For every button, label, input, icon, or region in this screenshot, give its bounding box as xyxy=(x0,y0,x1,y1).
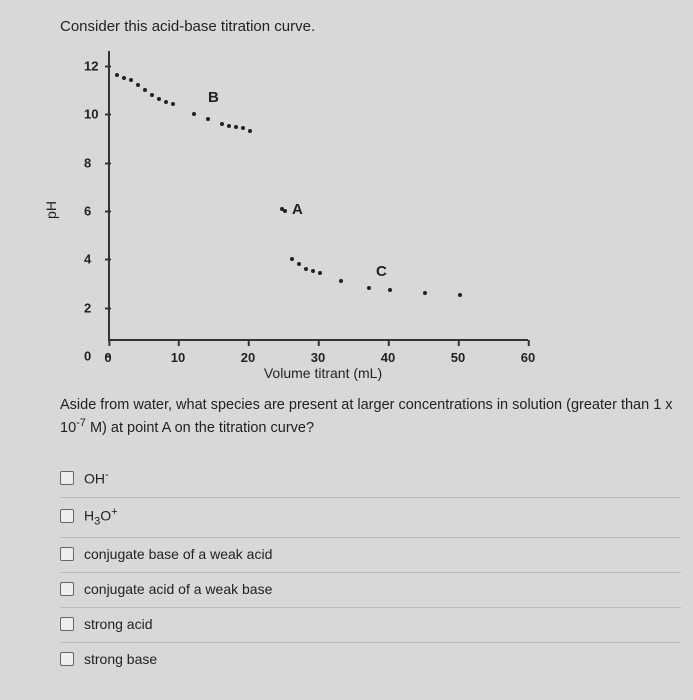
data-point xyxy=(171,102,175,106)
x-tick: 60 xyxy=(521,350,535,365)
option-label: H3O+ xyxy=(84,506,118,527)
data-point xyxy=(290,257,294,261)
opt-conj-base[interactable]: conjugate base of a weak acid xyxy=(60,538,681,573)
data-point xyxy=(311,269,315,273)
y-tick: 10 xyxy=(84,107,98,122)
x-tick: 10 xyxy=(171,350,185,365)
y-tick: 2 xyxy=(84,300,91,315)
data-point xyxy=(458,293,462,297)
opt-conj-acid[interactable]: conjugate acid of a weak base xyxy=(60,573,681,608)
checkbox[interactable] xyxy=(60,509,74,523)
data-point xyxy=(192,112,196,116)
option-label: strong base xyxy=(84,651,157,667)
title: Consider this acid-base titration curve. xyxy=(60,18,681,35)
opt-strong-base[interactable]: strong base xyxy=(60,643,681,677)
plot-area: B A C xyxy=(108,51,528,341)
data-point xyxy=(150,93,154,97)
checkbox[interactable] xyxy=(60,471,74,485)
y-tick: 0 xyxy=(84,349,91,364)
checkbox[interactable] xyxy=(60,617,74,631)
data-point xyxy=(388,288,392,292)
x-tick: 0 xyxy=(104,350,111,365)
x-tick: 20 xyxy=(241,350,255,365)
data-point xyxy=(248,129,252,133)
annotation-a: A xyxy=(292,201,303,218)
question-exp: -7 xyxy=(76,417,86,429)
data-point xyxy=(129,78,133,82)
x-tick: 30 xyxy=(311,350,325,365)
data-point xyxy=(115,73,119,77)
x-tick: 40 xyxy=(381,350,395,365)
option-label: OH- xyxy=(84,469,109,487)
x-axis-label: Volume titrant (mL) xyxy=(264,365,382,381)
options-list: OH- H3O+ conjugate base of a weak acid conj… xyxy=(60,461,681,677)
data-point xyxy=(304,267,308,271)
data-point xyxy=(206,117,210,121)
question-post: M) at point A on the titration curve? xyxy=(86,420,314,436)
data-point xyxy=(157,97,161,101)
y-tick: 12 xyxy=(84,59,98,74)
data-point xyxy=(367,286,371,290)
y-tick: 6 xyxy=(84,204,91,219)
annotation-c: C xyxy=(376,263,387,280)
x-tick: 50 xyxy=(451,350,465,365)
y-tick: 4 xyxy=(84,252,91,267)
opt-strong-acid[interactable]: strong acid xyxy=(60,608,681,643)
opt-h3o[interactable]: H3O+ xyxy=(60,498,681,538)
data-point xyxy=(136,83,140,87)
y-axis-label: pH xyxy=(43,201,59,219)
y-tick: 8 xyxy=(84,155,91,170)
data-point xyxy=(339,279,343,283)
data-point xyxy=(241,126,245,130)
titration-chart: pH BAC Volume titrant (mL) 0246810120102… xyxy=(70,45,530,375)
data-point xyxy=(143,88,147,92)
checkbox[interactable] xyxy=(60,547,74,561)
opt-oh[interactable]: OH- xyxy=(60,461,681,498)
option-label: strong acid xyxy=(84,616,152,632)
data-point xyxy=(220,122,224,126)
data-point xyxy=(227,124,231,128)
question-text: Aside from water, what species are prese… xyxy=(60,395,681,439)
data-point xyxy=(423,291,427,295)
data-point xyxy=(234,125,238,129)
annotation-b: B xyxy=(208,89,219,106)
checkbox[interactable] xyxy=(60,582,74,596)
checkbox[interactable] xyxy=(60,652,74,666)
data-point xyxy=(318,271,322,275)
data-point xyxy=(164,100,168,104)
option-label: conjugate base of a weak acid xyxy=(84,546,272,562)
data-point xyxy=(297,262,301,266)
option-label: conjugate acid of a weak base xyxy=(84,581,272,597)
data-point xyxy=(122,76,126,80)
